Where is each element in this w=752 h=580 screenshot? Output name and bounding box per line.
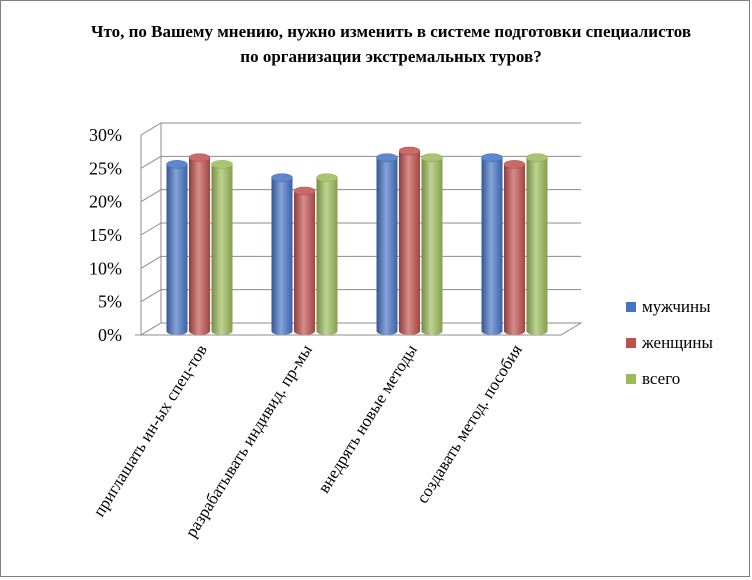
bar-top bbox=[271, 173, 293, 182]
bar-3-0 bbox=[481, 153, 503, 335]
bar-top bbox=[188, 153, 211, 162]
legend-item-men: мужчины bbox=[626, 289, 713, 325]
bar-body bbox=[166, 164, 188, 335]
bar-1-0 bbox=[271, 173, 293, 335]
y-tick-label: 10% bbox=[89, 258, 122, 278]
bar-top bbox=[398, 146, 421, 156]
bar-top bbox=[421, 153, 443, 162]
legend-swatch bbox=[626, 374, 636, 384]
bar-0-1 bbox=[188, 153, 211, 335]
bar-2-1 bbox=[398, 146, 421, 335]
legend-swatch bbox=[626, 338, 636, 348]
legend: мужчины женщины всего bbox=[626, 289, 713, 397]
bar-body bbox=[526, 157, 548, 335]
bar-top bbox=[166, 160, 188, 169]
y-tick-label: 20% bbox=[89, 192, 122, 212]
bar-top bbox=[526, 153, 548, 162]
y-tick-label: 15% bbox=[89, 225, 122, 245]
bar-2-2 bbox=[421, 153, 443, 335]
bar-body bbox=[376, 157, 398, 335]
bar-body bbox=[316, 177, 338, 335]
x-tick-label: внедрять новые методы bbox=[314, 341, 421, 497]
gridline-side bbox=[140, 122, 162, 136]
legend-swatch bbox=[626, 302, 636, 312]
gridline-side bbox=[140, 155, 162, 169]
y-tick-label: 0% bbox=[98, 325, 122, 345]
bar-2-0 bbox=[376, 153, 398, 335]
gridline-side bbox=[140, 255, 162, 269]
legend-label: мужчины bbox=[642, 297, 711, 316]
bar-body bbox=[211, 164, 233, 335]
chart-title: Что, по Вашему мнению, нужно изменить в … bbox=[90, 22, 692, 66]
x-tick-label: приглашать ин-ых спец-тов bbox=[89, 341, 211, 520]
bar-0-0 bbox=[166, 160, 188, 335]
gridline-side bbox=[140, 222, 162, 236]
y-tick-label: 30% bbox=[89, 125, 122, 145]
bar-body bbox=[189, 157, 210, 335]
x-tick-label: разрабатывать индивид. пр-мы bbox=[181, 341, 316, 541]
bar-1-2 bbox=[316, 173, 338, 335]
bar-body bbox=[504, 164, 525, 335]
legend-label: всего bbox=[642, 369, 681, 388]
bar-0-2 bbox=[211, 160, 233, 335]
bar-body bbox=[294, 191, 315, 335]
bar-top bbox=[503, 160, 526, 169]
gridline-side bbox=[140, 289, 162, 303]
bar-top bbox=[211, 160, 233, 169]
bar-3-1 bbox=[503, 160, 526, 335]
floor bbox=[139, 322, 583, 336]
legend-label: женщины bbox=[642, 333, 713, 352]
bar-body bbox=[399, 151, 420, 335]
bar-top bbox=[481, 153, 503, 162]
bar-1-1 bbox=[293, 186, 316, 335]
legend-item-women: женщины bbox=[626, 325, 713, 361]
y-tick-label: 5% bbox=[98, 292, 122, 312]
bar-body bbox=[271, 177, 293, 335]
bar-top bbox=[376, 153, 398, 162]
y-tick-label: 25% bbox=[89, 158, 122, 178]
bar-top bbox=[316, 173, 338, 182]
legend-item-total: всего bbox=[626, 361, 713, 397]
gridline-side bbox=[140, 189, 162, 203]
bar-body bbox=[421, 157, 443, 335]
bar-top bbox=[293, 186, 316, 196]
bar-3-2 bbox=[526, 153, 548, 335]
x-tick-label: создавать метод. пособия bbox=[413, 341, 526, 507]
bar-body bbox=[481, 157, 503, 335]
